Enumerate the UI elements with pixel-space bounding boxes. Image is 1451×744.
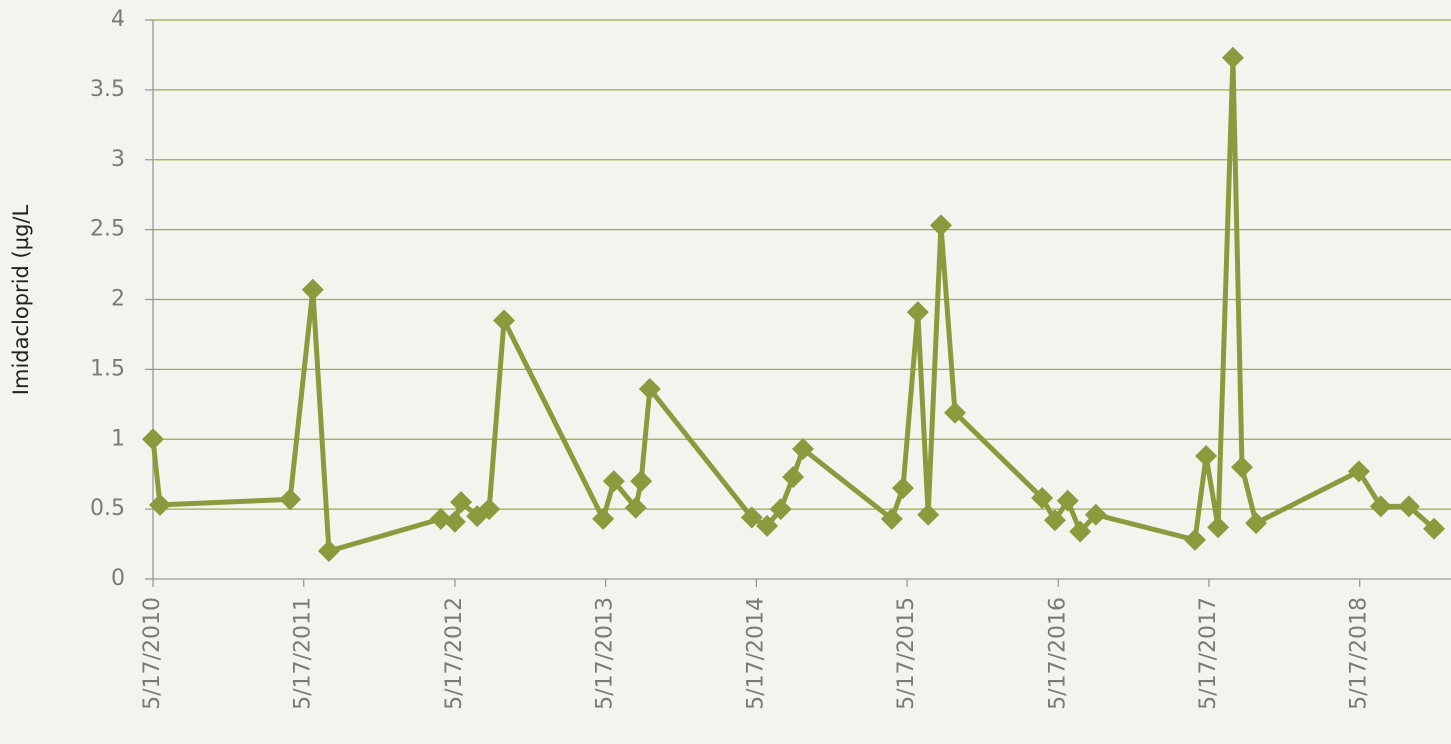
data-point	[429, 507, 452, 530]
data-point	[142, 428, 164, 451]
x-tick-label: 5/17/2012	[442, 597, 467, 710]
y-tick-label: 2	[111, 287, 125, 312]
data-point	[1423, 517, 1446, 540]
y-tick-label: 0.5	[90, 496, 125, 521]
data-point	[782, 465, 805, 488]
x-tick-label: 5/17/2011	[291, 597, 316, 710]
y-tick-label: 4	[111, 7, 125, 32]
data-point	[1043, 509, 1066, 532]
data-point	[1347, 460, 1370, 483]
data-point	[279, 488, 302, 511]
data-point	[1069, 520, 1092, 543]
y-axis-label: Imidacloprid (µg/L	[9, 205, 33, 396]
y-tick-label: 2.5	[90, 217, 125, 242]
x-tick-label: 5/17/2015	[894, 597, 919, 710]
data-point	[1183, 528, 1206, 551]
x-tick-label: 5/17/2016	[1045, 597, 1070, 710]
y-tick-label: 1	[111, 426, 125, 451]
data-point	[1245, 512, 1268, 535]
data-point	[740, 506, 763, 529]
x-tick-label: 5/17/2018	[1347, 597, 1372, 710]
data-point	[891, 477, 914, 500]
data-point	[880, 507, 903, 530]
x-tick-label: 5/17/2014	[743, 597, 768, 710]
data-point	[638, 377, 661, 400]
data-point	[630, 470, 653, 493]
data-point	[1031, 486, 1054, 509]
data-point	[592, 507, 615, 530]
x-tick-label: 5/17/2010	[140, 597, 165, 710]
data-point	[917, 503, 940, 526]
data-point	[443, 510, 466, 533]
data-point	[1231, 456, 1254, 479]
data-point	[301, 278, 324, 301]
data-point	[944, 401, 967, 424]
data-point	[792, 438, 815, 461]
data-point	[1195, 445, 1218, 468]
data-point	[149, 493, 172, 516]
data-point	[602, 470, 625, 493]
data-point	[317, 540, 340, 563]
x-tick-label: 5/17/2017	[1196, 597, 1221, 710]
data-point	[493, 309, 516, 332]
data-point	[624, 496, 647, 519]
y-tick-label: 0	[111, 566, 125, 591]
data-point	[478, 498, 501, 521]
data-point	[450, 491, 473, 514]
data-point	[929, 214, 952, 237]
data-point	[1221, 46, 1244, 69]
data-point	[1207, 516, 1230, 539]
x-tick-label: 5/17/2013	[593, 597, 618, 710]
y-tick-label: 1.5	[90, 356, 125, 381]
data-point	[1397, 495, 1420, 518]
data-point	[769, 498, 792, 521]
data-point	[1056, 489, 1079, 512]
y-tick-label: 3	[111, 147, 125, 172]
data-point	[906, 301, 929, 324]
data-point	[1084, 503, 1107, 526]
y-tick-label: 3.5	[90, 77, 125, 102]
data-point	[1369, 495, 1392, 518]
data-point	[756, 514, 779, 537]
